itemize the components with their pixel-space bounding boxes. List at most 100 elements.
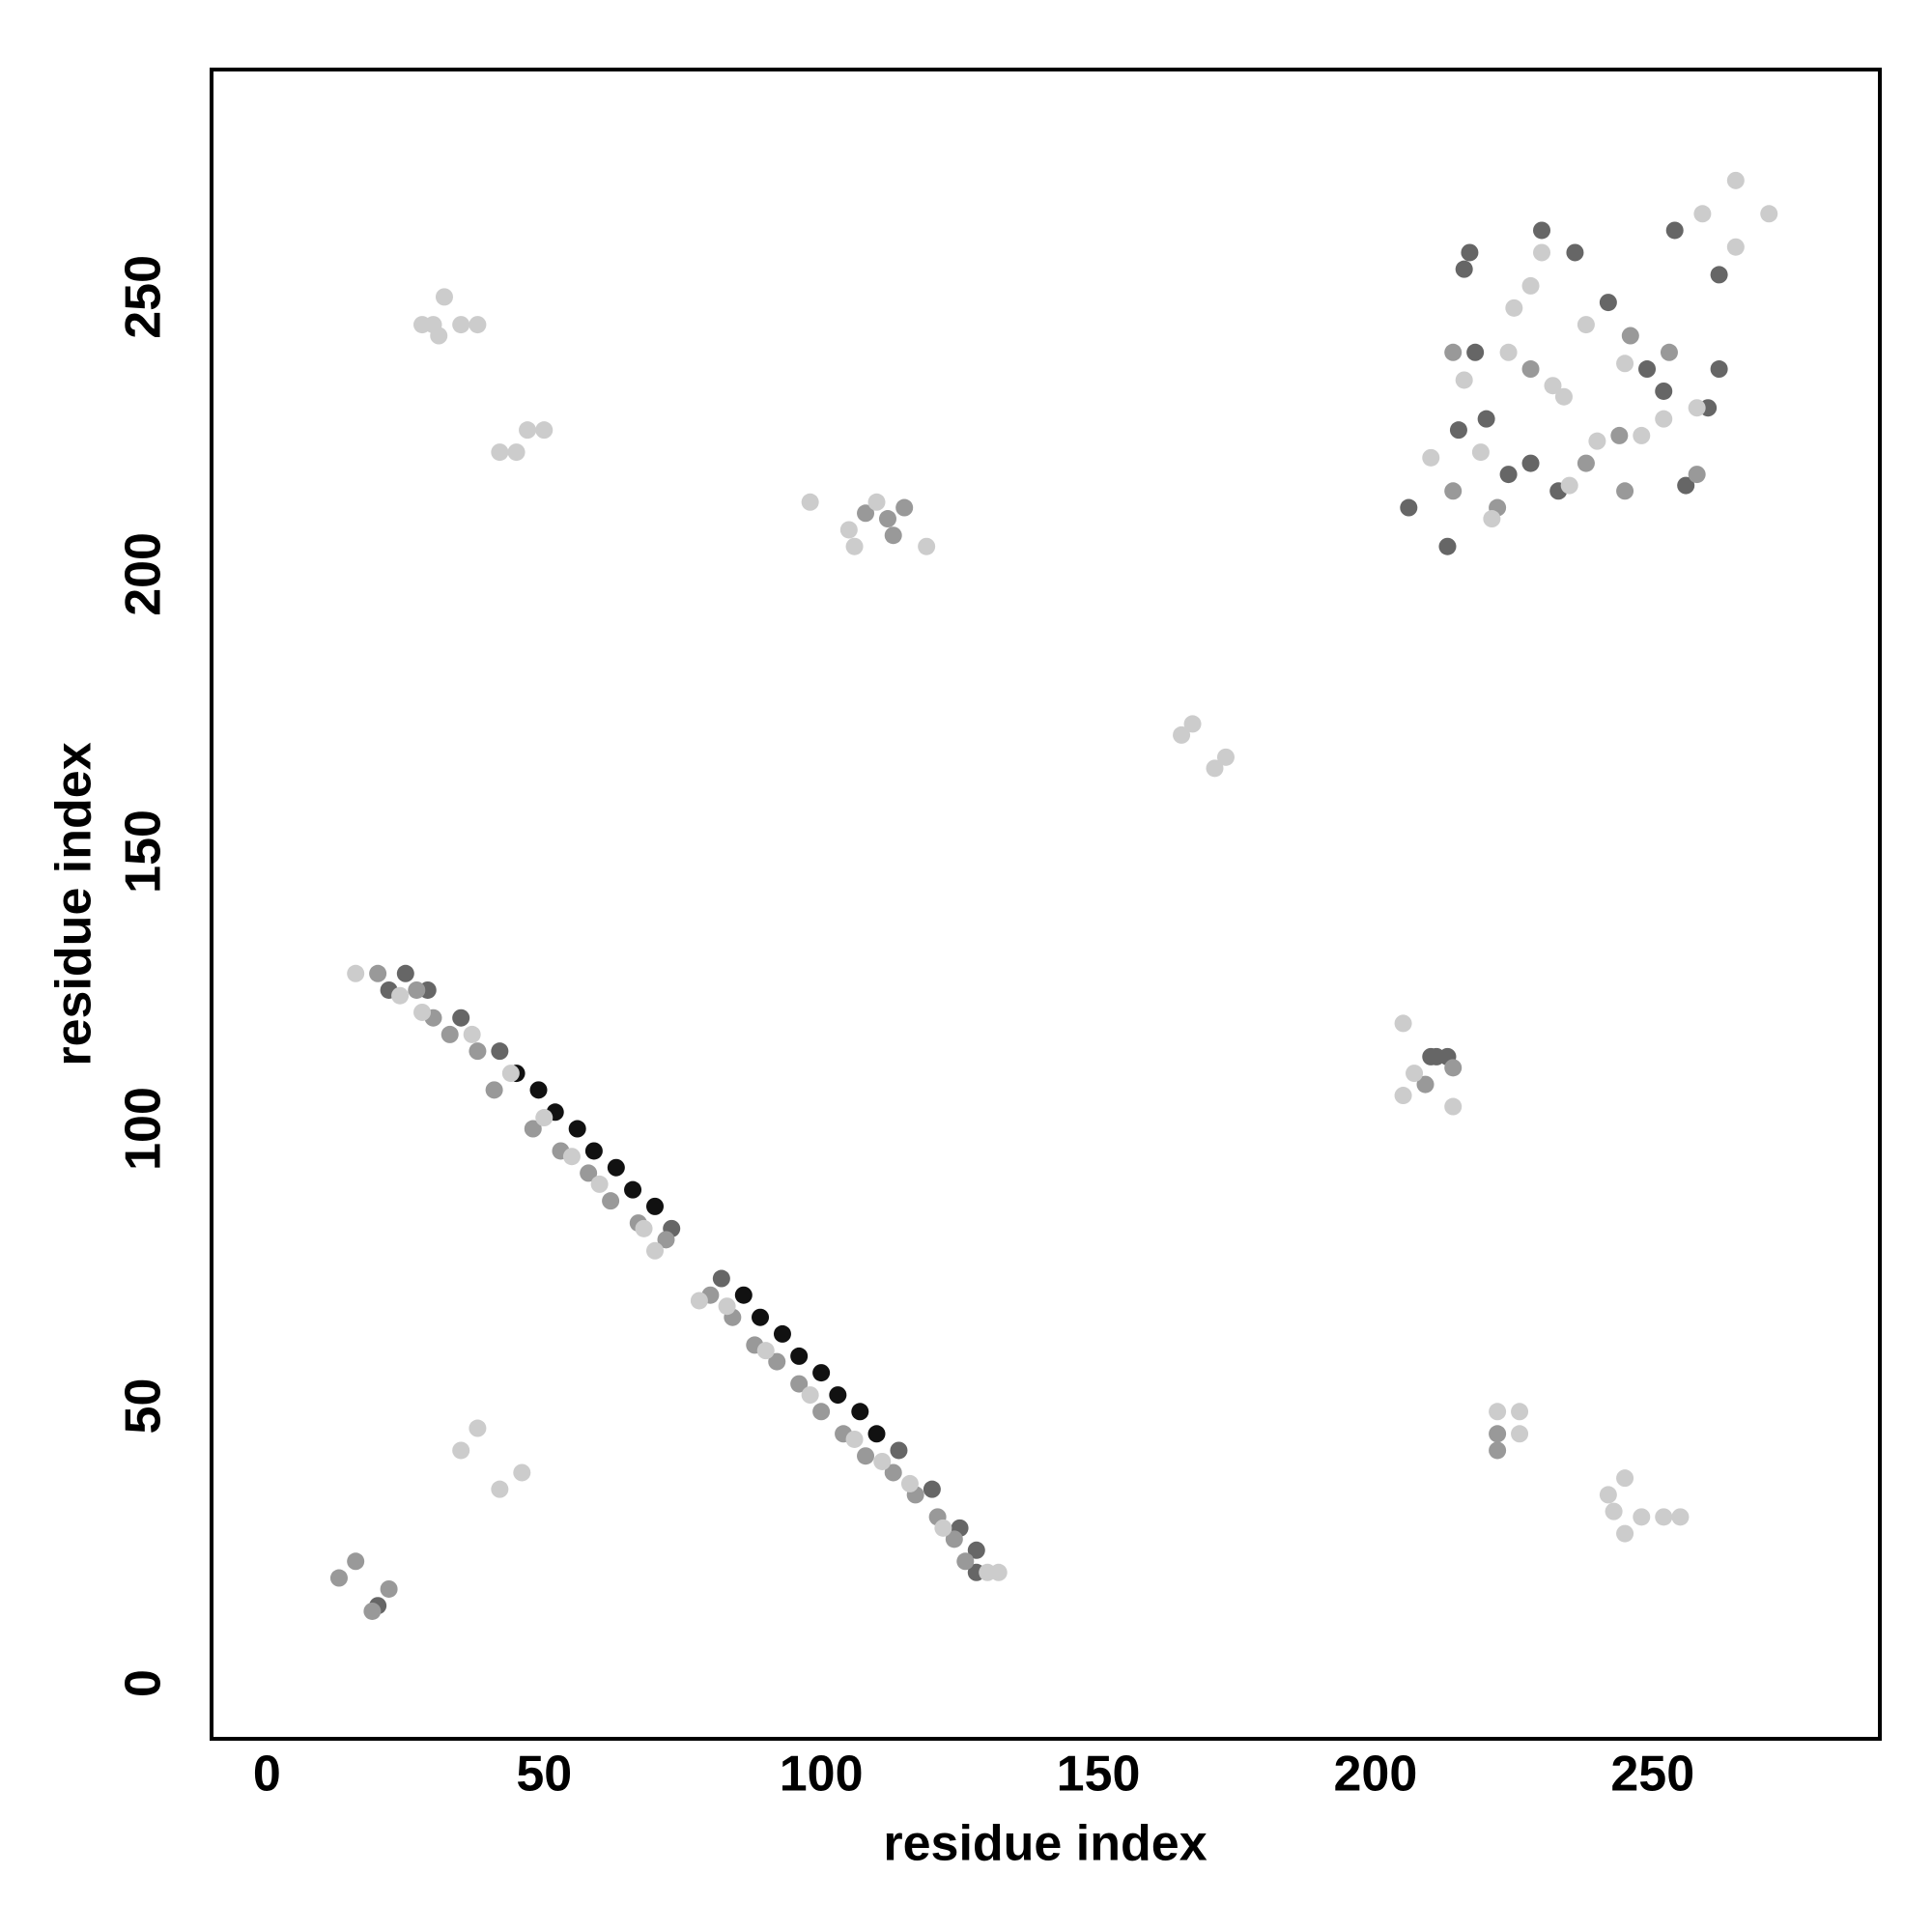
y-tick-label: 200: [116, 532, 172, 616]
plot-frame: [210, 68, 1882, 1741]
x-tick-label: 0: [253, 1747, 281, 1803]
contact-point: [845, 1430, 864, 1448]
contact-point: [989, 1563, 1008, 1581]
y-tick-label: 100: [116, 1087, 172, 1171]
contact-point: [1599, 1486, 1617, 1504]
contact-point: [1449, 421, 1467, 440]
contact-point: [1489, 1425, 1507, 1443]
contact-point: [1677, 476, 1695, 495]
contact-point: [884, 1463, 902, 1482]
contact-point: [646, 1241, 665, 1260]
contact-point: [1173, 725, 1191, 744]
contact-point: [535, 1109, 554, 1127]
contact-point: [1616, 482, 1634, 500]
contact-point: [712, 1269, 730, 1288]
contact-point: [1566, 243, 1584, 262]
contact-point: [485, 1081, 503, 1099]
contact-point: [1655, 410, 1673, 428]
contact-point: [1521, 454, 1540, 472]
contact-point: [1394, 1087, 1412, 1105]
contact-point: [1588, 432, 1606, 450]
contact-point: [347, 1552, 365, 1571]
contact-point: [1665, 221, 1684, 240]
contact-point: [491, 443, 509, 462]
contact-point: [1499, 466, 1518, 484]
contact-point: [430, 327, 448, 345]
contact-point: [956, 1552, 975, 1571]
contact-point: [452, 1009, 470, 1027]
contact-point: [1444, 482, 1463, 500]
contact-point: [1444, 1059, 1463, 1077]
contact-point: [1483, 510, 1501, 528]
contact-point: [1444, 343, 1463, 361]
contact-point: [440, 1025, 459, 1043]
contact-point: [1505, 298, 1523, 317]
contact-point: [1544, 377, 1562, 395]
contact-point: [1633, 1508, 1651, 1526]
x-tick-label: 150: [1057, 1747, 1141, 1803]
contact-point: [1406, 1065, 1424, 1083]
contact-point: [1605, 1502, 1623, 1520]
contact-point: [1489, 1403, 1507, 1421]
y-tick-label: 0: [116, 1669, 172, 1697]
contact-point: [1216, 748, 1235, 766]
contact-point: [752, 1308, 770, 1326]
contact-point: [923, 1480, 941, 1498]
contact-point: [918, 537, 936, 555]
contact-point: [363, 1602, 382, 1620]
contact-point: [646, 1197, 665, 1215]
contact-point: [1533, 221, 1551, 240]
contact-point: [347, 964, 365, 982]
contact-point: [1599, 294, 1617, 312]
contact-point: [867, 1425, 886, 1443]
contact-point: [580, 1164, 598, 1182]
y-tick-label: 50: [116, 1378, 172, 1435]
contact-point: [1461, 243, 1479, 262]
contact-point: [1621, 327, 1639, 345]
contact-point: [790, 1375, 809, 1393]
contact-point: [1521, 276, 1540, 295]
contact-point: [1471, 443, 1490, 462]
contact-point: [469, 1042, 487, 1061]
contact-point: [1554, 387, 1573, 406]
contact-point: [624, 1180, 642, 1199]
contact-point: [1760, 205, 1778, 223]
contact-point: [1610, 426, 1629, 444]
contact-point: [1577, 316, 1595, 334]
contact-point: [884, 526, 902, 545]
contact-point: [469, 1419, 487, 1437]
contact-point: [1455, 371, 1473, 389]
contact-point: [1633, 426, 1651, 444]
contact-point: [1206, 759, 1224, 778]
contact-point: [529, 1081, 548, 1099]
contact-point: [1499, 343, 1518, 361]
contact-point: [501, 1065, 520, 1083]
contact-point: [657, 1231, 675, 1249]
x-axis-title: residue index: [883, 1816, 1207, 1872]
contact-point: [1616, 1469, 1634, 1488]
contact-point: [1688, 466, 1706, 484]
contact-point: [690, 1292, 708, 1310]
contact-point: [945, 1530, 963, 1548]
contact-point: [1394, 1014, 1412, 1033]
contact-point: [768, 1352, 786, 1371]
contact-point: [1489, 1441, 1507, 1460]
contact-point: [1638, 360, 1657, 379]
contact-point: [507, 443, 526, 462]
contact-point: [1416, 1075, 1435, 1094]
contact-point: [1655, 382, 1673, 400]
contact-point: [396, 964, 414, 982]
contact-point: [607, 1158, 625, 1177]
contact-point: [1455, 260, 1473, 278]
x-tick-label: 250: [1610, 1747, 1694, 1803]
contact-point: [568, 1120, 586, 1138]
contact-point: [1438, 537, 1457, 555]
contact-point: [967, 1541, 985, 1559]
contact-point: [513, 1463, 531, 1482]
contact-point: [519, 421, 537, 440]
contact-point: [1726, 171, 1745, 189]
contact-point: [839, 521, 858, 539]
contact-point: [452, 1441, 470, 1460]
contact-point: [329, 1569, 348, 1587]
contact-point: [812, 1403, 831, 1421]
